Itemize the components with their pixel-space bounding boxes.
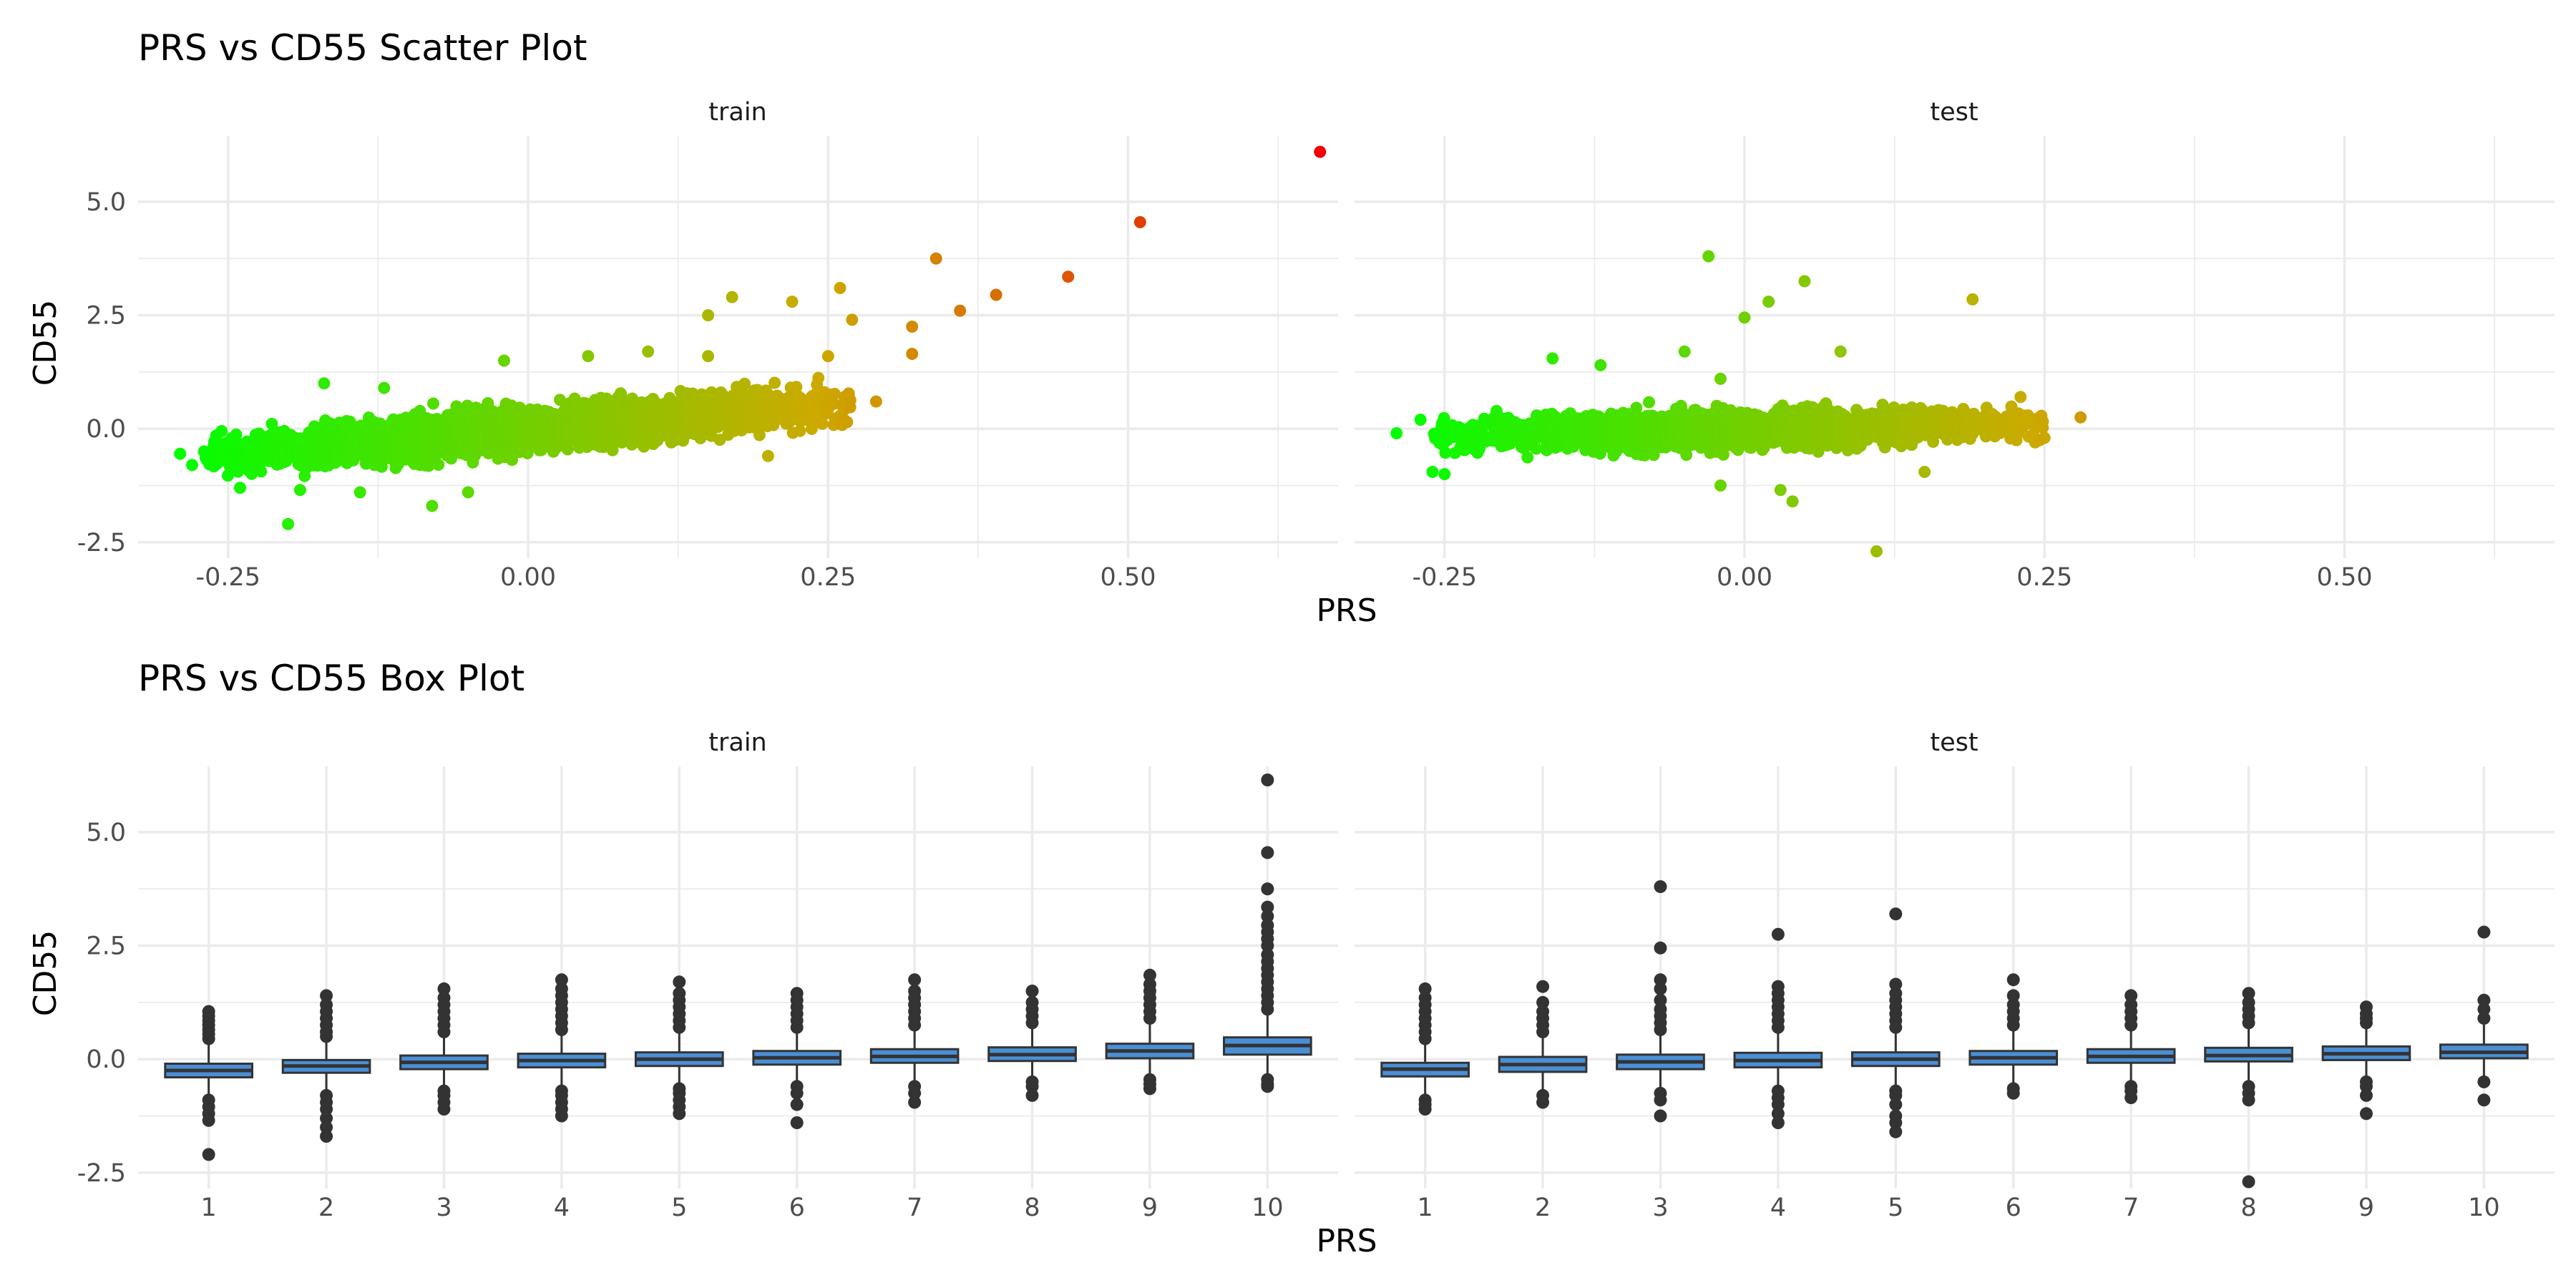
scatter-point xyxy=(432,459,445,471)
scatter-point xyxy=(1062,270,1075,283)
scatter-point xyxy=(642,345,655,358)
scatter-point xyxy=(821,350,834,363)
scatter-point xyxy=(761,449,774,462)
scatter-point xyxy=(186,459,198,472)
scatter-point xyxy=(834,282,847,294)
scatter-point xyxy=(1521,451,1534,464)
scatter-point xyxy=(462,486,474,499)
scatter-x-tick-label: -0.25 xyxy=(1412,563,1477,592)
scatter-point xyxy=(702,309,715,322)
scatter-point xyxy=(318,377,331,390)
scatter-y-tick-label: 5.0 xyxy=(86,188,126,217)
scatter-point xyxy=(906,321,919,333)
scatter-point xyxy=(378,381,391,394)
scatter-point xyxy=(702,350,715,363)
scatter-strip-train: train xyxy=(708,98,766,127)
scatter-x-tick-label: 0.25 xyxy=(2016,563,2072,592)
scatter-point xyxy=(174,447,187,460)
scatter-point xyxy=(197,445,210,458)
scatter-x-tick-label: 0.50 xyxy=(1101,563,1156,592)
scatter-y-tick-label: -2.5 xyxy=(77,529,126,557)
scatter-point xyxy=(498,354,510,367)
scatter-point xyxy=(427,397,439,410)
scatter-point xyxy=(582,350,595,363)
scatter-points xyxy=(174,145,2087,557)
scatter-point xyxy=(1133,216,1146,228)
scatter-point xyxy=(846,313,859,326)
scatter-x-tick-label: 0.00 xyxy=(500,563,556,592)
scatter-y-tick-label: 0.0 xyxy=(86,415,126,444)
scatter-point xyxy=(812,371,825,384)
scatter-x-tick-label: 0.50 xyxy=(2317,563,2373,592)
scatter-point xyxy=(215,425,228,437)
scatter-point xyxy=(506,454,518,467)
scatter-x-tick-labels-train: -0.25 0.00 0.25 0.50 xyxy=(195,563,1156,592)
scatter-point xyxy=(954,304,967,317)
scatter-point xyxy=(255,465,268,478)
scatter-x-tick-labels-test: -0.25 0.00 0.25 0.50 xyxy=(1412,563,2372,592)
scatter-point xyxy=(844,394,857,406)
scatter-point xyxy=(426,499,439,512)
scatter-point xyxy=(1643,396,1655,409)
scatter-point xyxy=(906,348,919,360)
scatter-x-tick-label: -0.25 xyxy=(195,563,260,592)
scatter-point xyxy=(869,395,882,408)
scatter-point xyxy=(554,394,566,406)
scatter-y-tick-labels: -2.5 0.0 2.5 5.0 xyxy=(77,188,126,557)
scatter-point xyxy=(841,416,854,429)
scatter-x-tick-label: 0.25 xyxy=(800,563,856,592)
scatter-plot-title: PRS vs CD55 Scatter Plot xyxy=(138,27,587,69)
scatter-point xyxy=(930,252,942,265)
scatter-x-tick-label: 0.00 xyxy=(1717,563,1772,592)
scatter-point xyxy=(786,296,799,308)
scatter-point xyxy=(265,417,278,430)
scatter-plot: PRS vs CD55 Scatter Plot train test -2.5… xyxy=(27,27,2555,629)
scatter-strip-test: test xyxy=(1930,98,1978,127)
scatter-point xyxy=(816,417,829,430)
scatter-point xyxy=(726,291,738,303)
scatter-point xyxy=(769,376,781,389)
scatter-point xyxy=(1314,145,1327,158)
scatter-point xyxy=(794,424,806,437)
scatter-point xyxy=(230,428,243,441)
scatter-point xyxy=(234,482,246,494)
scatter-point xyxy=(282,517,295,530)
scatter-point xyxy=(990,288,1002,301)
scatter-point xyxy=(353,486,366,499)
scatter-y-tick-label: 2.5 xyxy=(86,302,126,331)
scatter-point xyxy=(222,436,235,449)
scatter-point xyxy=(293,484,306,497)
